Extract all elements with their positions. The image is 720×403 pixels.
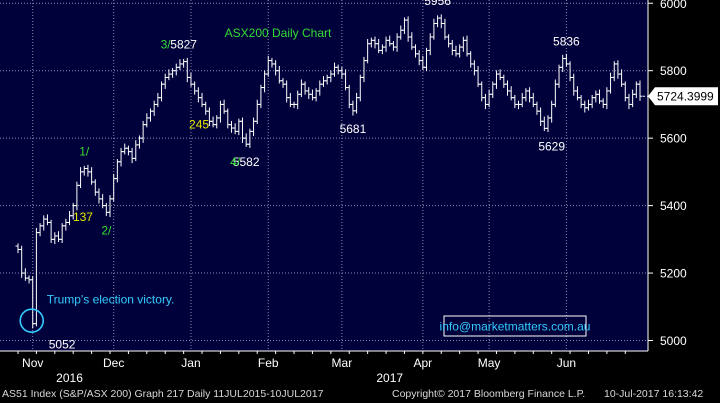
callout-circle bbox=[19, 308, 45, 333]
footer-middle: Copyright© 2017 Bloomberg Finance L.P. bbox=[392, 388, 586, 400]
y-tick-label: 5600 bbox=[660, 132, 687, 146]
year-label: 2017 bbox=[376, 371, 403, 385]
price-bar bbox=[637, 80, 643, 101]
y-tick-label: 5000 bbox=[660, 334, 687, 348]
x-tick-label: May bbox=[478, 356, 501, 370]
annotation-label: 245 bbox=[189, 118, 209, 132]
annotation-label: 5956 bbox=[424, 0, 451, 8]
last-price-label: 5724.3999 bbox=[657, 90, 714, 104]
x-tick-label: Apr bbox=[414, 356, 433, 370]
annotation-label: 5582 bbox=[233, 155, 260, 169]
x-tick-label: Jun bbox=[557, 356, 576, 370]
x-tick-label: Jan bbox=[181, 356, 200, 370]
annotation-label: 5827 bbox=[170, 38, 197, 52]
annotation-label: 5681 bbox=[340, 122, 367, 136]
y-tick-label: 6000 bbox=[660, 0, 687, 11]
x-tick-label: Mar bbox=[332, 356, 353, 370]
annotation-label: 4/ bbox=[230, 155, 241, 169]
axes: 5000 5200 5400 5600 5800 6000 Nov Dec Jan Feb Mar A… bbox=[0, 0, 687, 385]
y-tick-label: 5400 bbox=[660, 199, 687, 213]
grid bbox=[0, 0, 648, 351]
y-tick-label: 5800 bbox=[660, 64, 687, 78]
footer: AS51 Index (S&P/ASX 200) Graph 217 Daily… bbox=[0, 386, 720, 403]
x-tick-label: Nov bbox=[22, 356, 43, 370]
last-price-tag bbox=[648, 87, 718, 106]
annotation-label: 1/ bbox=[79, 145, 90, 159]
callout-label: Trump's election victory. bbox=[47, 293, 175, 307]
chart-title: ASX200 Daily Chart bbox=[225, 26, 332, 40]
annotation-label: 5629 bbox=[538, 139, 565, 153]
annotation-label: 2/ bbox=[101, 223, 112, 237]
x-tick-label: Feb bbox=[258, 356, 279, 370]
y-tick-label: 5200 bbox=[660, 267, 687, 281]
plot-area bbox=[0, 0, 648, 351]
contact-label: info@marketmatters.com.au bbox=[440, 320, 591, 334]
annotation-label: 5836 bbox=[553, 35, 580, 49]
footer-right: 10-Jul-2017 16:13:42 bbox=[604, 388, 704, 400]
annotation-label: 137 bbox=[73, 210, 93, 224]
x-tick-label: Dec bbox=[103, 356, 124, 370]
year-label: 2016 bbox=[56, 371, 83, 385]
contact-box bbox=[443, 315, 587, 337]
annotation-label: 3/ bbox=[161, 38, 172, 52]
price-bars bbox=[15, 14, 643, 329]
annotation-label: 5052 bbox=[49, 338, 76, 352]
footer-left: AS51 Index (S&P/ASX 200) Graph 217 Daily… bbox=[2, 388, 324, 400]
